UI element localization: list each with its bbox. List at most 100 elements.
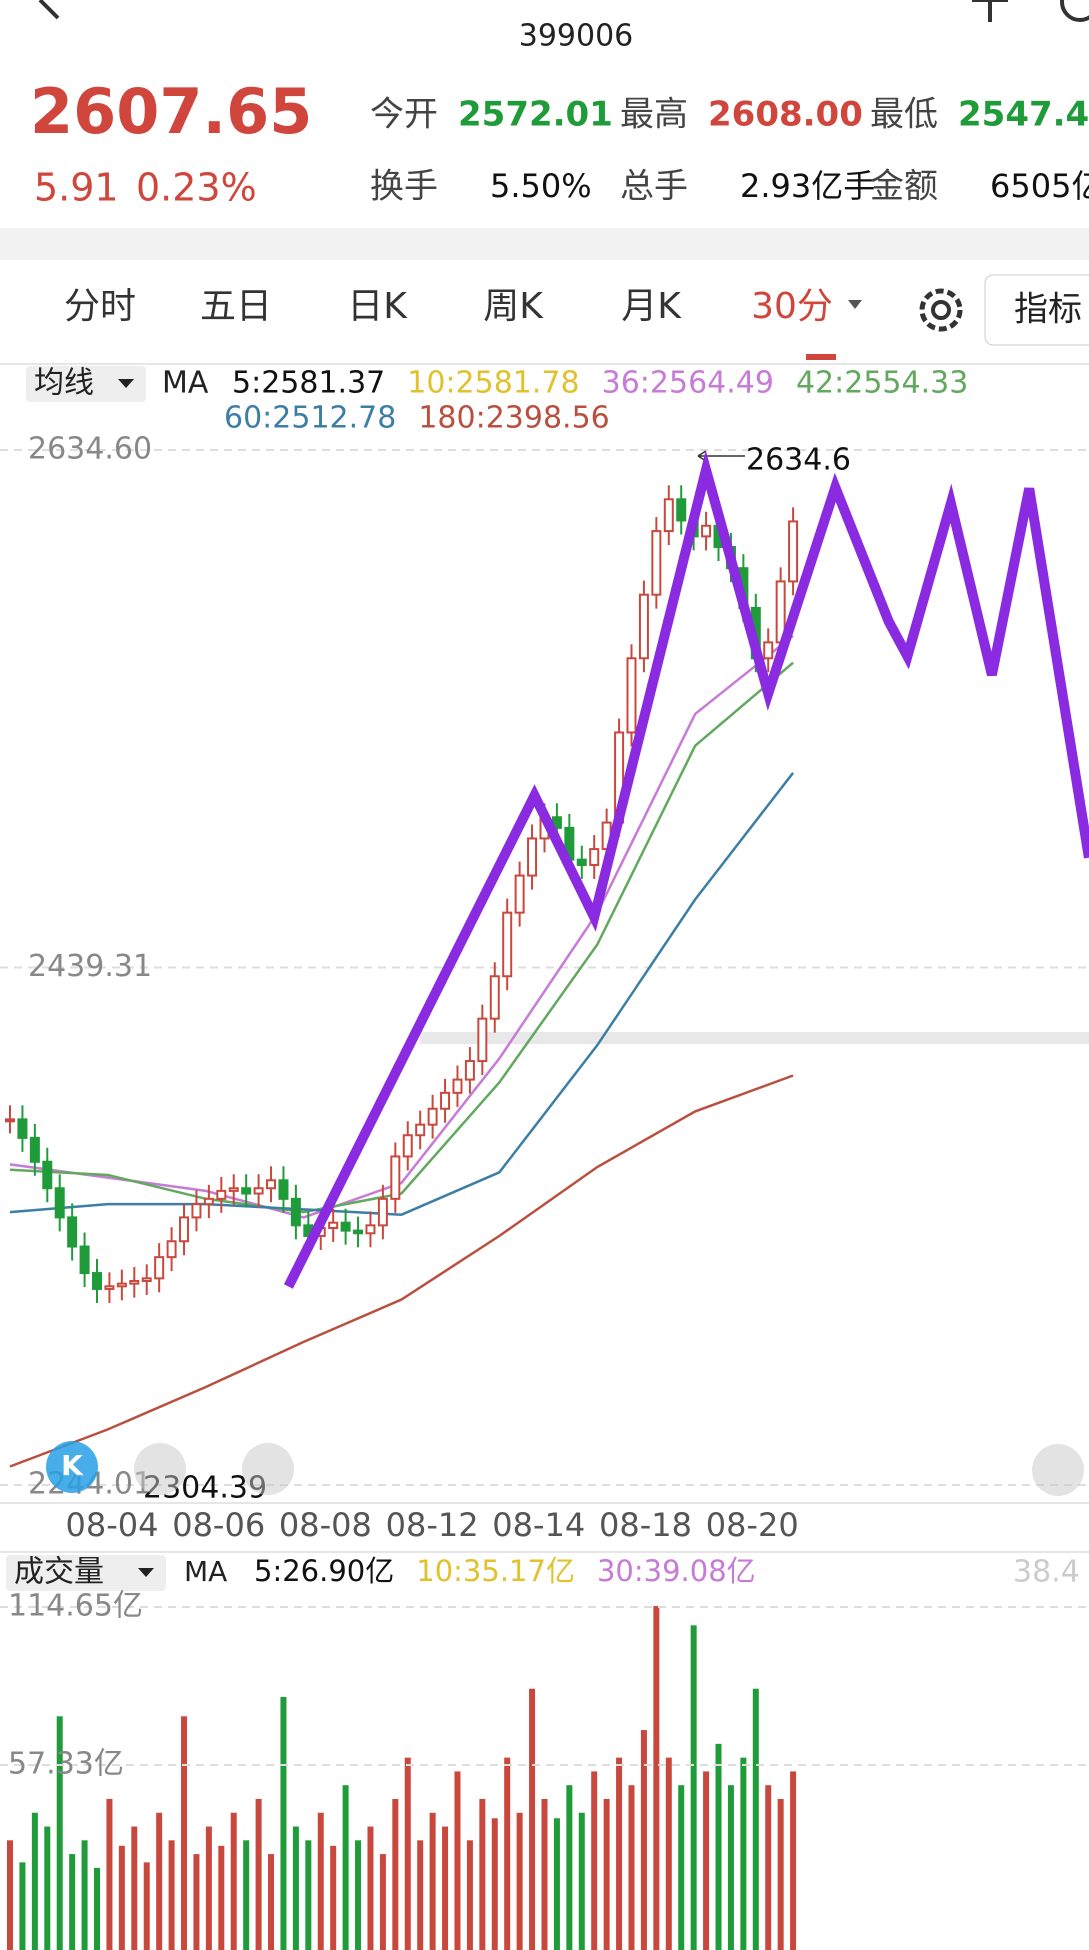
indicator-button[interactable] [984, 274, 1089, 346]
candle [788, 520, 799, 583]
candle [651, 530, 662, 596]
candle [676, 498, 687, 522]
volume-bar [69, 1854, 76, 1950]
volume-bar [777, 1798, 784, 1950]
volume-bar [305, 1840, 312, 1950]
x-tick-label: 08-06 [172, 1506, 265, 1544]
stat-value: 2547.44 [958, 95, 1089, 135]
y-tick-label: 114.65亿 [8, 1589, 143, 1624]
candle [514, 874, 525, 914]
x-tick-label: 08-04 [66, 1506, 159, 1544]
stat-value: 2.93亿手 [740, 167, 875, 205]
candle [79, 1245, 90, 1275]
settings-icon[interactable] [919, 288, 963, 332]
volume-selector-box[interactable] [6, 1555, 166, 1591]
volume-bar [230, 1812, 237, 1950]
candle [489, 975, 500, 1020]
ma-legend: 10:2581.78 [407, 366, 579, 401]
ma-selector-arrow [118, 379, 134, 388]
volume-bar [243, 1840, 250, 1950]
chart-button[interactable] [242, 1443, 294, 1495]
volume-bar [168, 1840, 175, 1950]
candle [179, 1216, 190, 1243]
candle [266, 1179, 277, 1190]
candle [216, 1189, 227, 1200]
x-tick-label: 08-14 [492, 1506, 585, 1544]
volume-ma-legend: 10:35.17亿 [416, 1554, 575, 1588]
volume-ma-title: MA [184, 1555, 227, 1588]
search-icon[interactable] [1060, 0, 1089, 22]
volume-bar [342, 1785, 349, 1950]
stat-label: 最高 [620, 95, 688, 135]
chart-button[interactable] [134, 1443, 186, 1495]
volume-bar [379, 1854, 386, 1950]
volume-bar [516, 1812, 523, 1950]
candle [365, 1224, 376, 1235]
volume-bar [156, 1812, 163, 1950]
x-tick-label: 08-12 [386, 1506, 479, 1544]
volume-bar [131, 1826, 138, 1950]
chart-button[interactable] [46, 1441, 98, 1493]
volume-selector-arrow [138, 1568, 154, 1577]
tab[interactable]: 30分 [751, 286, 833, 327]
ma-legend: 42:2554.33 [796, 366, 968, 401]
volume-bar [479, 1798, 486, 1950]
volume-bar [529, 1688, 536, 1950]
candle [663, 498, 674, 533]
tab[interactable]: 五日 [200, 286, 272, 327]
y-tick-label: 2439.31 [28, 949, 152, 984]
volume-bar [106, 1798, 113, 1950]
high-label: 2634.6 [746, 443, 851, 478]
tab-dropdown[interactable] [848, 300, 862, 309]
tab[interactable]: 月K [621, 286, 682, 327]
tab[interactable]: 周K [483, 286, 544, 327]
candle [203, 1197, 214, 1206]
candle [141, 1277, 152, 1282]
ma-legend: 36:2564.49 [602, 366, 774, 401]
chart-button[interactable] [1032, 1444, 1084, 1496]
volume-bar [280, 1696, 287, 1950]
candle [241, 1187, 252, 1195]
volume-bar [466, 1840, 473, 1950]
ma-line [9, 772, 795, 1216]
volume-bar [94, 1867, 101, 1950]
ma-legend: 180:2398.56 [418, 401, 609, 436]
y-tick-label: 57.33亿 [8, 1746, 124, 1781]
volume-bar [727, 1785, 734, 1950]
candle [278, 1179, 289, 1200]
stat-label: 金额 [870, 167, 938, 207]
candle [116, 1282, 127, 1288]
volume-bar [56, 1716, 63, 1950]
volume-bar [392, 1798, 399, 1950]
candle [427, 1107, 438, 1126]
volume-bar [31, 1812, 38, 1950]
candle [390, 1155, 401, 1200]
candle [42, 1160, 53, 1190]
volume-bar [404, 1757, 411, 1950]
candle [154, 1256, 165, 1280]
stat-value: 2572.01 [458, 95, 613, 135]
candle [67, 1216, 78, 1248]
separator [0, 228, 1089, 260]
volume-bar [118, 1845, 125, 1950]
volume-bar [330, 1845, 337, 1950]
volume-bar [268, 1854, 275, 1950]
ma-selector-box[interactable] [26, 366, 146, 402]
back-arrow[interactable] [38, 0, 60, 20]
volume-bar [640, 1730, 647, 1950]
volume-bar [603, 1798, 610, 1950]
stat-label: 今开 [370, 95, 438, 135]
candle [576, 858, 587, 866]
price: 2607.65 [30, 75, 312, 148]
tab[interactable]: 日K [347, 286, 408, 327]
add-icon[interactable] [972, 0, 1008, 22]
candle [626, 657, 637, 734]
volume-bar [255, 1798, 262, 1950]
candle [701, 524, 712, 538]
candle [589, 848, 600, 866]
tab[interactable]: 分时 [64, 286, 136, 327]
volume-bar [553, 1818, 560, 1950]
y-tick-label: 2634.60 [28, 432, 152, 467]
